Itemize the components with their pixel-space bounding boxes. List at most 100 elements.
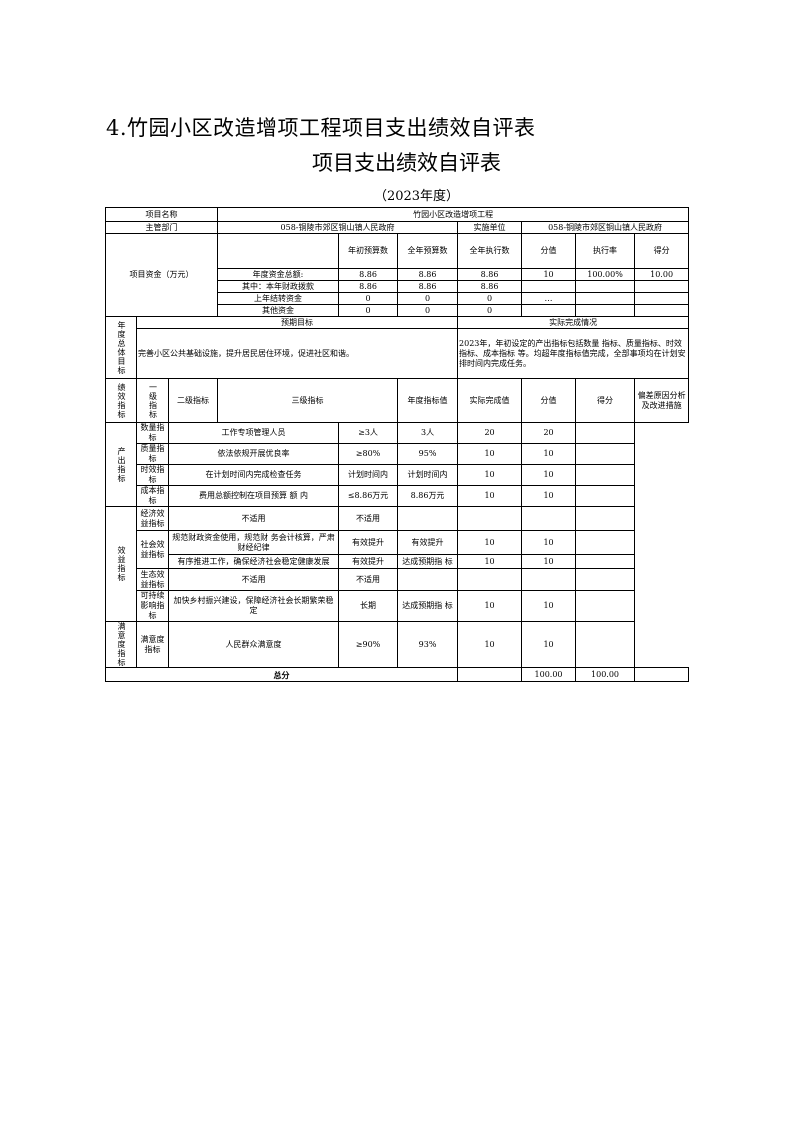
funds-header-row: 项目资金（万元） 年初预算数 全年预算数 全年执行数 分值 执行率 得分 xyxy=(104,233,690,317)
score: 10 xyxy=(521,621,577,668)
blank-cell xyxy=(457,667,523,682)
year-label: （2023年度） xyxy=(373,189,460,204)
indicator-header: 二级指标 xyxy=(167,378,219,423)
output-indicator-row: 产出指标 数量指标 工作专项管理人员 ≥3人 3人 20 20 xyxy=(105,422,689,507)
funds-value: 8.86 xyxy=(457,280,523,293)
benefit-indicator-row: 有序推进工作，确保经济社会稳定健康发展 有效提升 达成预期指 标 10 10 xyxy=(106,554,689,569)
level2-indicator: 可持续影响指标 xyxy=(136,590,169,622)
benefit-indicator-row: 生态效益指标 不适用 不适用 xyxy=(106,568,689,591)
deviation-cell xyxy=(575,422,636,444)
target-value: 不适用 xyxy=(338,568,399,591)
target-value: 不适用 xyxy=(338,506,399,531)
funds-row: 其中：本年财政拨款 8.86 8.86 8.86 xyxy=(106,280,690,293)
actual-value: 8.86万元 xyxy=(397,485,459,507)
level3-indicator: 依法依规开展优良率 xyxy=(167,443,340,465)
dept-row: 主管部门 058-铜陵市郊区铜山镇人民政府 实施单位 058-铜陵市郊区铜山镇人… xyxy=(104,221,690,234)
funds-value: 8.86 xyxy=(397,280,459,293)
funds-value xyxy=(575,280,636,293)
funds-value: 0 xyxy=(338,292,399,305)
goals-header-row: 年度总体目标 预期目标 实际完成情况 xyxy=(105,316,690,379)
funds-header: 分值 xyxy=(521,233,577,269)
funds-row-label: 年度资金总额: xyxy=(217,268,340,281)
level2-indicator: 时效指标 xyxy=(136,464,169,486)
funds-value xyxy=(634,280,690,293)
target-value: ≥3人 xyxy=(338,422,399,444)
score-value: 10 xyxy=(457,554,523,569)
funds-row: 上年结转资金 0 0 0… xyxy=(106,292,690,305)
funds-value: … xyxy=(521,292,577,305)
output-indicator-row: 质量指标 依法依规开展优良率 ≥80% 95% 10 10 xyxy=(106,443,689,465)
document-title: 4.竹园小区改造增项工程项目支出绩效自评表 xyxy=(106,116,536,140)
level3-indicator: 规范财政资金使用，规范财 务会计核算，严肃财经纪律 xyxy=(167,530,340,555)
target-value: ≥80% xyxy=(338,443,399,465)
goals-row: 完善小区公共基础设施，提升居民居住环境，促进社区和谐。 2023年，年初设定的产… xyxy=(106,328,690,379)
funds-value: 8.86 xyxy=(338,268,399,281)
score-value: 10 xyxy=(457,621,523,668)
target-value: 有效提升 xyxy=(338,530,399,555)
benefit-label-text: 效益指标 xyxy=(117,546,126,582)
funds-value: 0 xyxy=(338,304,399,317)
funds-value: 0 xyxy=(397,304,459,317)
funds-label: 项目资金（万元） xyxy=(104,233,219,317)
deviation-cell xyxy=(575,464,636,486)
goals-label-text: 年度总体目标 xyxy=(117,320,126,375)
level3-indicator: 费用总额控制在项目预算 额 内 xyxy=(167,485,340,507)
dept-label: 主管部门 xyxy=(104,221,219,234)
actual-value xyxy=(397,568,459,591)
funds-value: 0 xyxy=(457,304,523,317)
funds-row-label: 其中：本年财政拨款 xyxy=(217,280,340,293)
impl: 058-铜陵市郊区铜山镇人民政府 xyxy=(521,221,690,234)
funds-row-label: 上年结转资金 xyxy=(217,292,340,305)
impl-label: 实施单位 xyxy=(457,221,523,234)
benefit-indicator-row: 社会效益指标 规范财政资金使用，规范财 务会计核算，严肃财经纪律 有效提升 有效提升 1… xyxy=(106,530,689,569)
target-value: 计划时间内 xyxy=(338,464,399,486)
funds-value: 10.00 xyxy=(634,268,690,281)
score-value: 10 xyxy=(457,443,523,465)
output-indicator-row: 成本指标 费用总额控制在项目预算 额 内 ≤8.86万元 8.86万元 10 10 xyxy=(106,485,689,507)
deviation-cell xyxy=(575,506,636,531)
actual-value: 达成预期指 标 xyxy=(397,590,459,622)
deviation-cell xyxy=(575,554,636,569)
actual-label: 实际完成情况 xyxy=(457,316,690,329)
project-name-row: 项目名称 竹园小区改造增项工程 xyxy=(104,207,690,222)
level2-indicator: 数量指标 xyxy=(136,422,169,444)
indicator-header-text: 一级指标 xyxy=(148,382,158,419)
score-value: 10 xyxy=(457,590,523,622)
table-title: 项目支出绩效自评表 xyxy=(312,151,501,175)
total-score-value: 100.00 xyxy=(521,667,577,682)
indicator-header: 三级指标 xyxy=(217,378,399,423)
actual-value: 计划时间内 xyxy=(397,464,459,486)
funds-value: 0 xyxy=(397,292,459,305)
actual-value: 95% xyxy=(397,443,459,465)
indicator-header: 年度指标值 xyxy=(397,378,459,423)
indicators-label: 绩效指标 xyxy=(105,378,137,423)
funds-value: 8.86 xyxy=(338,280,399,293)
target-value: 长期 xyxy=(338,590,399,622)
score: 10 xyxy=(521,590,577,622)
target-value: ≤8.86万元 xyxy=(338,485,399,507)
output-indicator-row: 时效指标 在计划时间内完成检查任务 计划时间内 计划时间内 10 10 xyxy=(106,464,689,486)
funds-value xyxy=(575,304,636,317)
actual-value: 93% xyxy=(397,621,459,668)
score: 10 xyxy=(521,530,577,555)
goals-label: 年度总体目标 xyxy=(105,316,137,379)
indicator-header: 一级指标 xyxy=(136,378,169,423)
score: 20 xyxy=(521,422,577,444)
score: 10 xyxy=(521,464,577,486)
actual-value: 达成预期指 标 xyxy=(397,554,459,569)
score: 10 xyxy=(521,485,577,507)
funds-value xyxy=(521,280,577,293)
level3-indicator: 有序推进工作，确保经济社会稳定健康发展 xyxy=(167,554,340,569)
score-value xyxy=(457,506,523,531)
output-label: 产出指标 xyxy=(105,422,137,507)
total-score: 100.00 xyxy=(575,667,636,682)
level2-indicator: 满意度指标 xyxy=(136,621,169,668)
total-row: 总分 100.00 100.00 xyxy=(104,667,690,682)
benefit-label: 效益指标 xyxy=(105,506,137,622)
funds-header: 年初预算数 xyxy=(338,233,399,269)
indicator-header: 偏差原因分析及改进措施 xyxy=(634,378,690,423)
output-label-text: 产出指标 xyxy=(117,446,126,483)
score-value: 10 xyxy=(457,464,523,486)
funds-value xyxy=(634,292,690,305)
project-name-label: 项目名称 xyxy=(104,207,219,222)
